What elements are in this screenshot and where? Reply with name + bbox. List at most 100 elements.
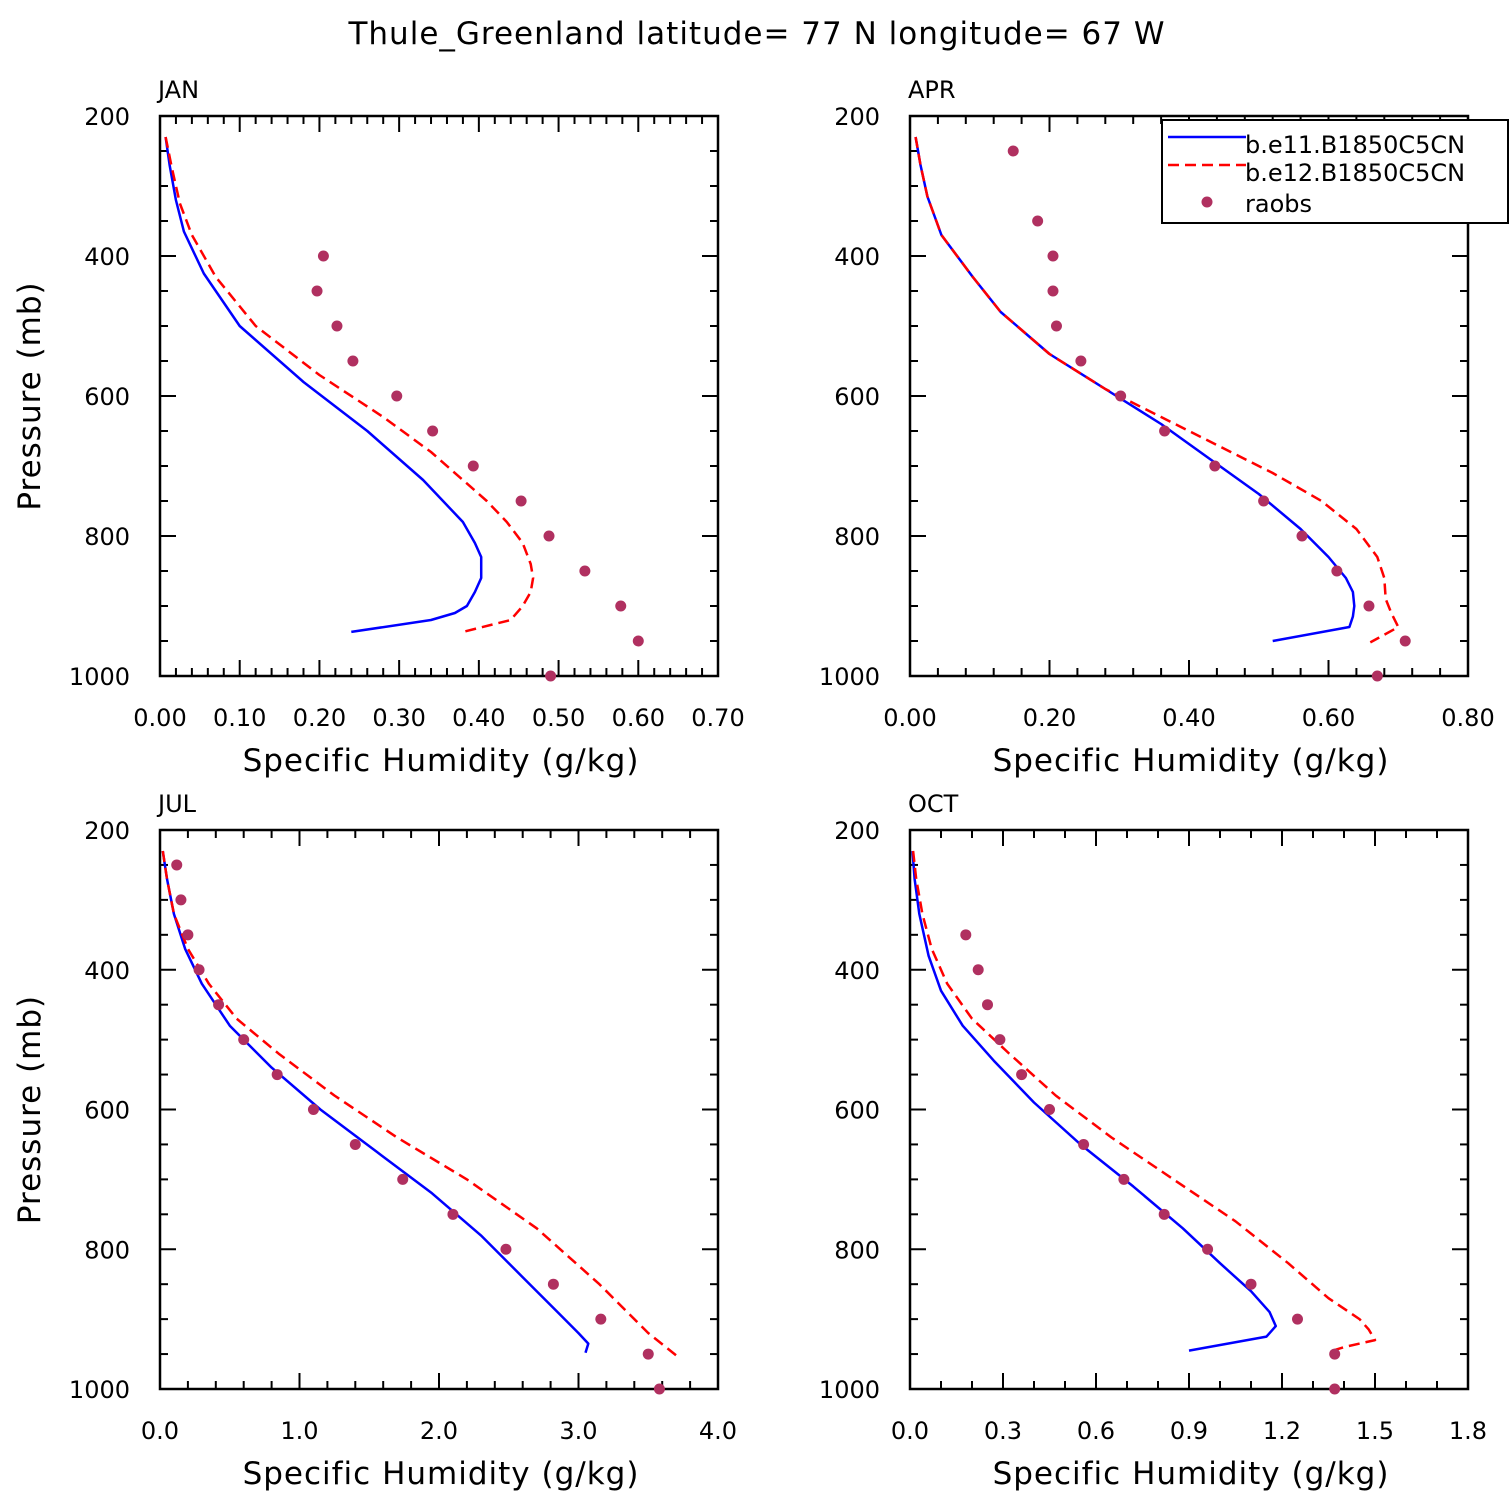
raobs-point xyxy=(1159,425,1171,437)
series-raobs xyxy=(311,250,644,682)
raobs-point xyxy=(311,285,323,297)
panel-label: OCT xyxy=(908,790,959,818)
raobs-point xyxy=(317,250,329,262)
raobs-point xyxy=(1202,1243,1214,1255)
x-tick-label: 0.60 xyxy=(612,704,665,732)
raobs-point xyxy=(447,1208,459,1220)
raobs-point xyxy=(347,355,359,367)
raobs-point xyxy=(653,1383,665,1395)
x-tick-label: 0.50 xyxy=(532,704,585,732)
y-tick-label: 200 xyxy=(834,817,880,845)
raobs-point xyxy=(515,495,527,507)
raobs-point xyxy=(175,894,187,906)
raobs-point xyxy=(1329,1348,1341,1360)
panel-label: APR xyxy=(908,76,956,104)
x-axis-label: Specific Humidity (g/kg) xyxy=(993,1456,1390,1492)
raobs-point xyxy=(960,929,972,941)
y-tick-label: 200 xyxy=(84,103,130,131)
x-tick-label: 0.80 xyxy=(1441,704,1494,732)
raobs-point xyxy=(1158,1208,1170,1220)
y-tick-label: 1000 xyxy=(69,663,130,691)
raobs-point xyxy=(331,320,343,332)
raobs-point xyxy=(632,635,644,647)
series-raobs xyxy=(960,929,1341,1395)
x-tick-label: 0.6 xyxy=(1077,1417,1115,1445)
x-tick-label: 0.30 xyxy=(372,704,425,732)
x-tick-label: 4.0 xyxy=(699,1417,737,1445)
y-tick-label: 600 xyxy=(84,383,130,411)
y-tick-label: 200 xyxy=(834,103,880,131)
raobs-point xyxy=(1245,1278,1257,1290)
raobs-point xyxy=(349,1138,361,1150)
y-tick-label: 800 xyxy=(84,1236,130,1264)
x-axis-label: Specific Humidity (g/kg) xyxy=(243,743,640,779)
x-tick-label: 3.0 xyxy=(559,1417,597,1445)
raobs-point xyxy=(1075,355,1087,367)
series-raobs xyxy=(171,859,665,1395)
x-tick-label: 0.40 xyxy=(1162,704,1215,732)
raobs-point xyxy=(1331,565,1343,577)
raobs-point xyxy=(1078,1138,1090,1150)
raobs-point xyxy=(543,530,555,542)
x-tick-label: 0.00 xyxy=(883,704,936,732)
y-tick-label: 400 xyxy=(84,243,130,271)
panel-jul: JUL 0.0 1.0 2.0 3.0 4.0 200 400 600 800 1000 Specif… xyxy=(12,790,737,1492)
raobs-point xyxy=(595,1313,607,1325)
raobs-point xyxy=(1115,390,1127,402)
series-line-e11 xyxy=(914,136,1356,643)
y-tick-label: 1000 xyxy=(819,1376,880,1404)
x-tick-label: 0.40 xyxy=(452,704,505,732)
series-line-e12 xyxy=(161,850,680,1359)
y-tick-label: 800 xyxy=(834,523,880,551)
y-tick-label: 200 xyxy=(84,817,130,845)
y-tick-label: 800 xyxy=(834,1236,880,1264)
raobs-point xyxy=(1050,320,1062,332)
panels: JAN 0.00 0.10 0.20 0.30 0.40 0.50 0.60 0.70 200 40… xyxy=(12,76,1509,1492)
y-tick-label: 800 xyxy=(84,523,130,551)
raobs-point xyxy=(545,670,557,682)
x-tick-label: 1.2 xyxy=(1263,1417,1301,1445)
raobs-point xyxy=(213,999,225,1011)
raobs-point xyxy=(1118,1173,1130,1185)
x-tick-label: 0.3 xyxy=(984,1417,1022,1445)
raobs-point xyxy=(1209,460,1221,472)
plot-frame xyxy=(158,828,720,1391)
raobs-point xyxy=(615,600,627,612)
raobs-point xyxy=(271,1069,283,1081)
x-tick-label: 0.20 xyxy=(1023,704,1076,732)
y-tick-label: 1000 xyxy=(819,663,880,691)
x-tick-label: 0.60 xyxy=(1302,704,1355,732)
x-tick-label: 1.5 xyxy=(1356,1417,1394,1445)
raobs-point xyxy=(1258,495,1270,507)
panel-label: JAN xyxy=(156,76,199,104)
raobs-point xyxy=(1047,250,1059,262)
raobs-point xyxy=(642,1348,654,1360)
raobs-point xyxy=(1047,285,1059,297)
page-title: Thule_Greenland latitude= 77 N longitude… xyxy=(347,16,1165,52)
raobs-point xyxy=(579,565,591,577)
x-tick-label: 2.0 xyxy=(420,1417,458,1445)
plot-frame xyxy=(158,114,720,678)
raobs-point xyxy=(307,1104,319,1115)
raobs-point xyxy=(982,999,993,1011)
raobs-point xyxy=(397,1173,409,1185)
x-tick-label: 1.8 xyxy=(1449,1417,1487,1445)
raobs-point xyxy=(427,425,439,437)
x-tick-label: 0.00 xyxy=(133,704,186,732)
raobs-point xyxy=(1032,215,1044,227)
y-tick-label: 400 xyxy=(84,957,130,985)
raobs-point xyxy=(1016,1069,1028,1081)
raobs-point xyxy=(391,390,403,402)
series-line-e12 xyxy=(911,850,1377,1354)
legend-label: raobs xyxy=(1245,190,1312,218)
y-axis-label: Pressure (mb) xyxy=(12,281,48,510)
series-line-e11 xyxy=(164,136,483,634)
raobs-point xyxy=(1371,670,1383,682)
x-tick-label: 0.0 xyxy=(141,1417,179,1445)
panel-apr: APR 0.00 0.20 0.40 0.60 0.80 200 400 600 800 1000 S… xyxy=(819,76,1509,779)
x-tick-label: 0.70 xyxy=(691,704,744,732)
y-tick-label: 600 xyxy=(834,1097,880,1125)
raobs-point xyxy=(171,859,183,871)
